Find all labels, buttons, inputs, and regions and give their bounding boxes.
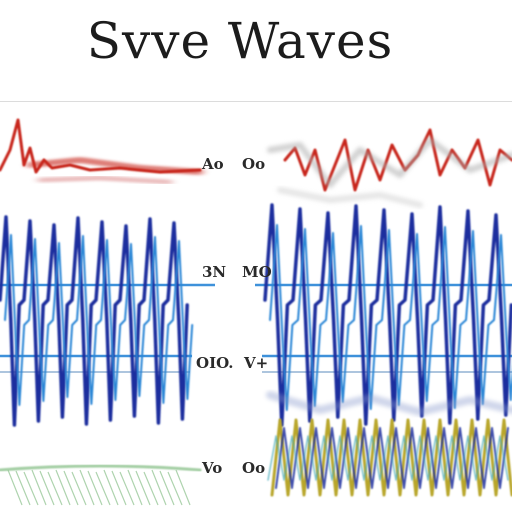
row2-left-label: 3N [202,263,227,281]
red-wave-right [283,128,512,192]
red-smear-left-2 [37,175,173,185]
red-ghost-right [267,137,512,188]
green-fan-stroke [95,471,111,506]
green-fan-top-edge [0,464,202,472]
green-fan-stroke [71,471,87,506]
green-fan-stroke [79,469,95,506]
green-fan-stroke [175,469,191,506]
green-fan-stroke [47,471,63,506]
blue-haze-right [266,391,512,416]
row4-left-label: Vo [202,459,223,477]
green-fan-stroke [167,471,183,506]
green-fan-stroke [87,470,103,506]
green-fan-stroke [111,470,127,506]
green-fan-stroke [103,469,119,506]
green-fan-stroke [119,471,135,506]
blue-wave-right-navy [263,203,512,427]
green-fan-stroke [55,469,71,506]
yellow-wave-group [267,418,512,497]
green-fan-stroke [23,471,39,506]
green-fan-stroke [135,470,151,506]
teal-zigzag [267,435,509,481]
row3-left-label: OIO. [196,354,234,372]
green-fan-stroke [7,469,23,506]
row2-right-label: MO [242,263,272,281]
page-title: Svve Waves [86,12,394,70]
green-fan-stroke [31,469,47,506]
row1-left-label: Ao [202,155,224,173]
red-ghost-right-2 [277,187,423,208]
green-fan-stroke [159,470,175,506]
green-fan-stroke [151,469,167,506]
green-fan-stroke [63,470,79,506]
red-wave-group [0,118,512,208]
red-smear-left [27,157,203,175]
blue-wave-right-sky [269,224,512,411]
blue-wave-left-sky [4,234,194,406]
title-divider [0,101,512,102]
green-fan-stroke [39,470,55,506]
row3-right-label: V+ [244,354,269,372]
green-fan-group [0,464,202,506]
green-fan-stroke [143,471,159,506]
green-fan-stroke [15,470,31,506]
row4-right-label: Oo [242,459,266,477]
yellow-zigzag [270,418,512,497]
green-fan-stroke [127,469,143,506]
row1-right-label: Oo [242,155,266,173]
blue-wave-group [0,203,512,427]
